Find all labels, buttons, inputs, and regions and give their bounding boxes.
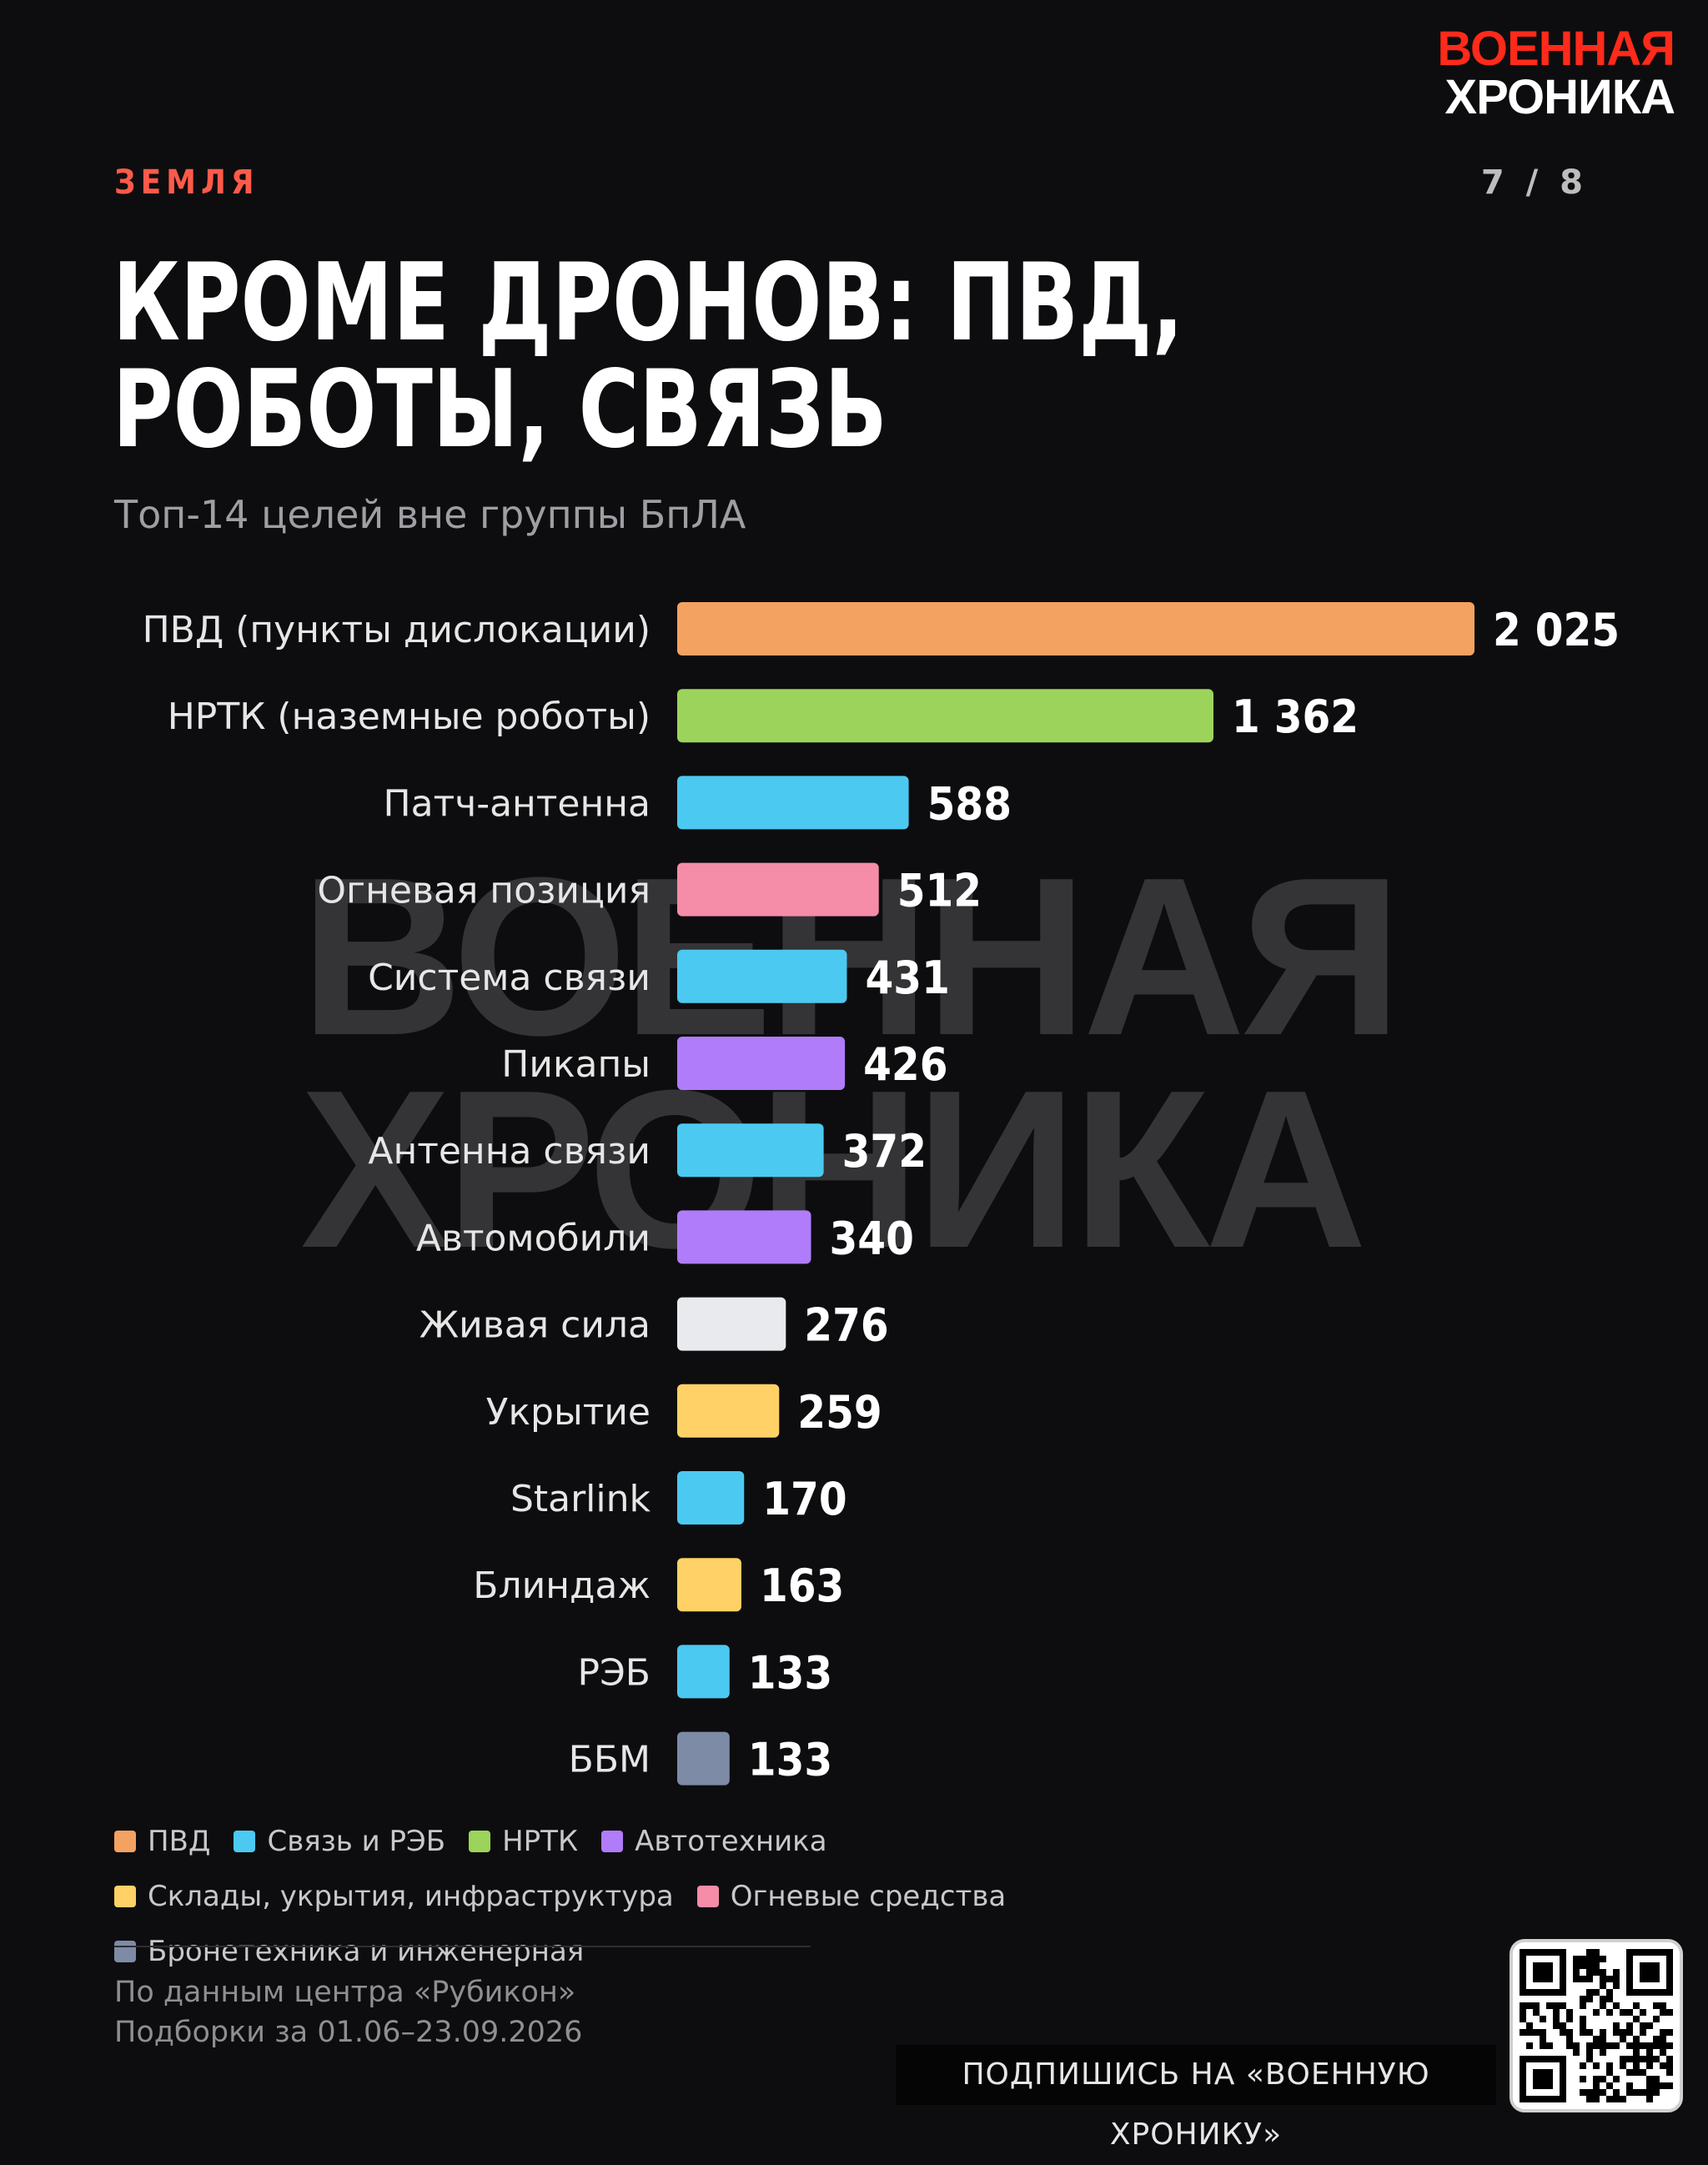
legend-label: Автотехника xyxy=(635,1825,827,1858)
value-label: 2 025 xyxy=(1493,604,1620,656)
bar xyxy=(677,949,847,1003)
bar xyxy=(677,602,1474,656)
value-label: 426 xyxy=(863,1038,947,1091)
legend-swatch xyxy=(234,1831,256,1852)
value-label: 1 362 xyxy=(1232,691,1359,743)
divider xyxy=(114,1946,811,1947)
category-label: Укрытие xyxy=(486,1391,651,1434)
category-label: Система связи xyxy=(368,957,651,999)
value-label: 276 xyxy=(804,1299,888,1352)
section-label: ЗЕМЛЯ xyxy=(114,163,259,202)
category-label: Антенна связи xyxy=(368,1130,651,1173)
source-note: По данным центра «Рубикон» Подборки за 0… xyxy=(114,1972,582,2052)
value-label: 372 xyxy=(842,1125,927,1178)
legend-label: НРТК xyxy=(502,1825,579,1858)
category-label: Огневая позиция xyxy=(317,870,651,912)
chart-legend: ПВД Связь и РЭБ НРТК Автотехника Склады, укр… xyxy=(114,1822,1365,1971)
bar xyxy=(677,1123,824,1178)
page-counter: 7 / 8 xyxy=(1480,163,1588,202)
bar xyxy=(677,689,1213,743)
bar xyxy=(677,1731,730,1786)
legend-swatch xyxy=(601,1831,624,1852)
legend-label: Огневые средства xyxy=(730,1880,1007,1913)
legend-swatch xyxy=(114,1941,136,1962)
chart-subtitle: Топ-14 целей вне группы БпЛА xyxy=(114,492,746,537)
value-label: 170 xyxy=(762,1473,846,1525)
bar xyxy=(677,1210,811,1264)
subscribe-banner[interactable]: ПОДПИШИСЬ НА «ВОЕННУЮ ХРОНИКУ» xyxy=(896,2045,1496,2152)
value-label: 512 xyxy=(897,865,982,917)
category-label: ББМ xyxy=(569,1739,651,1781)
bar xyxy=(677,1297,786,1351)
legend-item: Огневые средства xyxy=(696,1877,1007,1916)
legend-item: Бронетехника и инженерная xyxy=(114,1932,584,1971)
bar xyxy=(677,1037,846,1090)
page-title: КРОМЕ ДРОНОВ: ПВД, РОБОТЫ, СВЯЗЬ xyxy=(113,241,1184,472)
legend-item: НРТК xyxy=(469,1822,578,1861)
bar xyxy=(677,1384,780,1438)
legend-label: Склады, укрытия, инфраструктура xyxy=(148,1880,674,1913)
category-label: Живая сила xyxy=(419,1304,651,1347)
value-label: 431 xyxy=(865,952,949,1004)
category-label: Starlink xyxy=(510,1478,651,1520)
value-label: 340 xyxy=(830,1212,914,1264)
legend-swatch xyxy=(469,1831,491,1852)
bar xyxy=(677,776,909,830)
legend-swatch xyxy=(696,1886,719,1907)
legend-item: Связь и РЭБ xyxy=(234,1822,445,1861)
category-label: РЭБ xyxy=(578,1651,651,1694)
value-label: 259 xyxy=(797,1386,882,1439)
source-line2: Подборки за 01.06–23.09.2026 xyxy=(114,2016,583,2049)
legend-item: Автотехника xyxy=(601,1822,827,1861)
category-label: ПВД (пункты дислокации) xyxy=(143,609,651,651)
legend-label: ПВД xyxy=(148,1825,211,1858)
qr-code-icon[interactable] xyxy=(1510,1939,1683,2112)
bar xyxy=(677,1645,730,1699)
brand-logo: ВОЕННАЯ ХРОНИКА xyxy=(1437,25,1675,122)
legend-item: ПВД xyxy=(114,1822,210,1861)
category-label: Автомобили xyxy=(416,1217,651,1259)
legend-item: Склады, укрытия, инфраструктура xyxy=(114,1877,674,1916)
brand-logo-line1: ВОЕННАЯ xyxy=(1437,22,1675,76)
legend-swatch xyxy=(114,1831,136,1852)
value-label: 588 xyxy=(927,777,1012,830)
bar xyxy=(677,1558,741,1612)
category-label: Патч-антенна xyxy=(384,782,651,825)
category-label: Пикапы xyxy=(501,1043,651,1086)
bar xyxy=(677,1471,745,1525)
source-line1: По данным центра «Рубикон» xyxy=(114,1976,576,2009)
value-label: 133 xyxy=(748,1646,832,1699)
legend-label: Бронетехника и инженерная xyxy=(148,1935,585,1968)
legend-swatch xyxy=(114,1886,136,1907)
category-label: НРТК (наземные роботы) xyxy=(168,696,651,738)
value-label: 133 xyxy=(748,1734,832,1786)
bar xyxy=(677,862,879,917)
brand-logo-line2: ХРОНИКА xyxy=(1444,70,1675,124)
category-label: Блиндаж xyxy=(473,1565,651,1607)
value-label: 163 xyxy=(760,1560,844,1612)
legend-label: Связь и РЭБ xyxy=(267,1825,446,1858)
